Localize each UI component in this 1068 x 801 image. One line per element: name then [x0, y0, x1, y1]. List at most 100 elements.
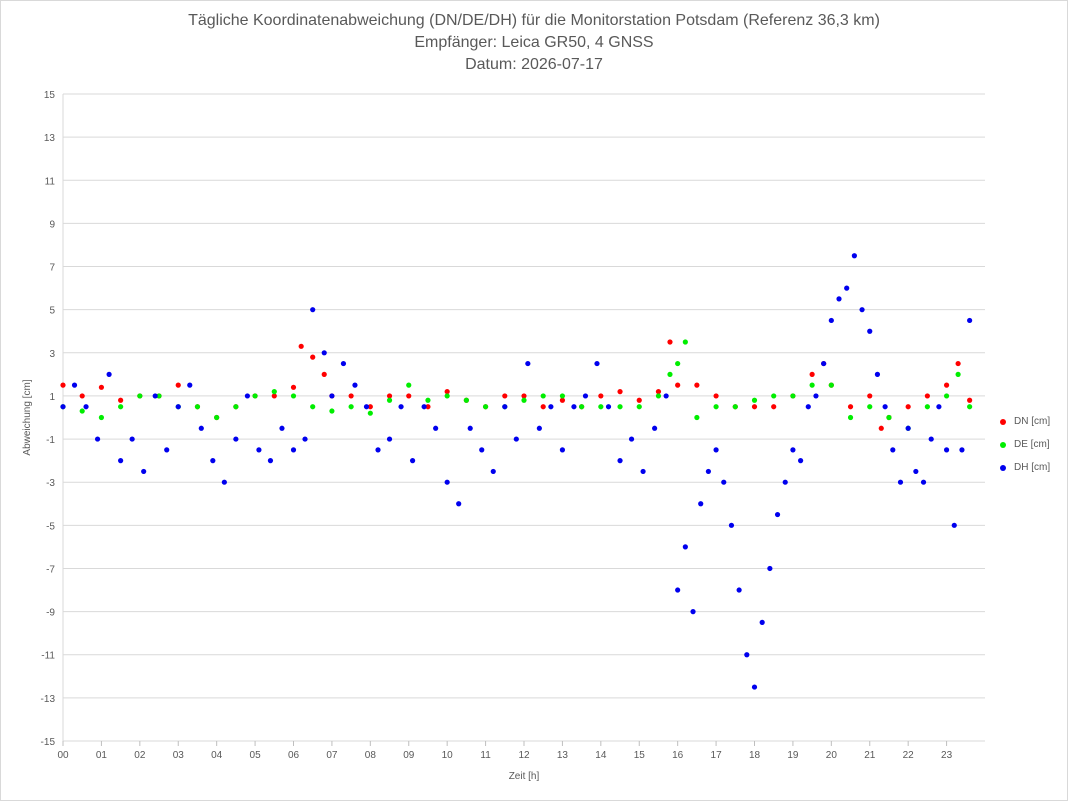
point-dh: [882, 404, 888, 410]
point-dn: [713, 393, 719, 399]
point-dh: [790, 447, 796, 453]
point-dh: [106, 371, 112, 377]
point-dn: [98, 384, 105, 390]
point-de: [271, 389, 277, 395]
point-dn: [751, 404, 758, 410]
point-dn: [924, 393, 930, 399]
x-tick-label: 12: [518, 750, 530, 761]
point-dn: [271, 393, 277, 399]
y-tick-label: 15: [44, 90, 56, 101]
point-dh: [386, 436, 393, 442]
point-de: [348, 404, 354, 410]
point-dh: [290, 447, 297, 453]
x-tick-label: 19: [787, 750, 799, 761]
point-dh: [490, 468, 496, 475]
point-de: [732, 404, 738, 410]
point-dh: [690, 609, 696, 615]
point-dh: [467, 425, 473, 431]
point-de: [559, 393, 566, 399]
point-de: [943, 393, 950, 399]
x-axis-label: Zeit [h]: [509, 771, 540, 782]
point-dh: [844, 285, 850, 291]
y-tick-label: -13: [41, 694, 56, 705]
point-dh: [571, 404, 577, 410]
point-dh: [71, 382, 78, 388]
point-dh: [951, 522, 957, 528]
x-tick-label: 02: [134, 750, 146, 761]
y-tick-label: -15: [41, 737, 56, 748]
point-dh: [141, 468, 147, 475]
point-de: [214, 414, 220, 421]
point-dh: [682, 544, 688, 550]
point-de: [967, 404, 973, 410]
point-dn: [118, 397, 124, 403]
point-dn: [444, 389, 450, 395]
point-de: [98, 414, 105, 421]
point-dh: [302, 436, 308, 442]
point-dh: [444, 479, 450, 485]
point-de: [955, 371, 961, 377]
x-tick-label: 11: [480, 750, 491, 761]
point-dh: [628, 436, 635, 442]
point-dh: [548, 404, 554, 410]
point-dh: [582, 393, 589, 399]
point-dh: [652, 425, 658, 431]
point-dh: [375, 447, 381, 453]
point-de: [444, 393, 450, 399]
point-dh: [536, 425, 542, 431]
y-tick-label: -1: [46, 435, 55, 446]
point-de: [847, 414, 854, 421]
point-dn: [321, 371, 327, 377]
y-tick-label: 5: [49, 306, 55, 317]
legend-item-dh: DH [cm]: [1000, 456, 1050, 479]
legend-marker-dh: [1000, 464, 1006, 471]
point-de: [367, 410, 373, 416]
point-dn: [540, 404, 546, 410]
point-dh: [421, 404, 427, 410]
point-dh: [759, 619, 765, 625]
x-tick-label: 09: [403, 750, 415, 761]
point-dh: [233, 436, 239, 442]
point-dh: [798, 458, 804, 464]
point-de: [667, 371, 673, 377]
point-de: [828, 382, 834, 388]
point-dh: [828, 317, 834, 324]
point-dn: [636, 397, 642, 403]
y-tick-label: 1: [49, 392, 55, 403]
point-de: [867, 404, 873, 410]
point-dh: [221, 479, 227, 485]
y-tick-label: -11: [41, 651, 55, 662]
point-de: [655, 393, 662, 399]
point-dh: [890, 447, 896, 453]
point-dn: [617, 389, 623, 395]
point-dh: [751, 684, 758, 690]
x-tick-label: 00: [57, 750, 69, 761]
point-de: [540, 393, 546, 399]
point-dh: [398, 404, 404, 410]
chart-legend: DN [cm] DE [cm] DH [cm]: [1000, 410, 1050, 479]
point-de: [809, 382, 815, 388]
x-tick-label: 17: [711, 750, 723, 761]
point-dh: [675, 587, 681, 593]
point-dh: [920, 479, 927, 485]
x-tick-label: 03: [173, 750, 185, 761]
y-axis-label: Abweichung [cm]: [22, 379, 33, 455]
point-dh: [310, 307, 316, 313]
point-dn: [675, 382, 681, 388]
point-de: [790, 393, 796, 399]
x-tick-label: 04: [211, 750, 223, 761]
point-dh: [525, 360, 531, 367]
point-dn: [967, 397, 973, 403]
y-tick-label: -7: [46, 564, 55, 575]
point-dn: [878, 425, 884, 431]
point-de: [463, 397, 469, 403]
legend-item-de: DE [cm]: [1000, 433, 1050, 456]
x-tick-label: 05: [250, 750, 262, 761]
point-dh: [152, 393, 158, 399]
y-tick-label: 11: [45, 176, 56, 187]
point-dh: [721, 479, 727, 485]
point-dn: [348, 393, 354, 399]
x-tick-label: 13: [557, 750, 569, 761]
point-dh: [594, 360, 600, 367]
